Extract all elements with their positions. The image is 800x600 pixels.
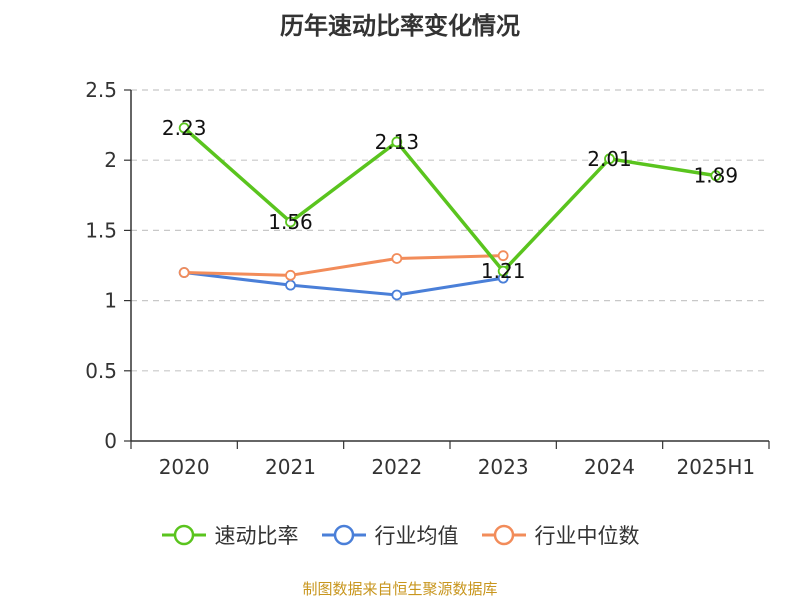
data-point	[604, 153, 615, 165]
series-line	[183, 126, 717, 273]
data-point	[710, 170, 722, 182]
chart-title: 历年速动比率变化情况	[280, 12, 520, 40]
legend-label-quick-ratio: 速动比率	[214, 524, 299, 548]
x-tick-label: 2024	[584, 455, 635, 479]
data-label: 2.01	[587, 147, 632, 171]
legend: 速动比率 行业均值 行业中位数	[0, 520, 800, 550]
data-label: 1.56	[268, 210, 313, 234]
source-note: 制图数据来自恒生聚源数据库	[302, 580, 498, 598]
legend-item-quick-ratio[interactable]: 速动比率	[161, 520, 299, 550]
axes: 0 0.5 1 1.5 2 2.5 2020 2021 2022 2023 2024 2025H1	[85, 78, 770, 479]
y-tick-label: 0	[104, 429, 117, 453]
data-point	[178, 122, 190, 134]
legend-swatch-marker	[173, 524, 194, 546]
x-tick-label: 2020	[159, 455, 210, 479]
legend-swatch-marker	[333, 524, 354, 546]
data-label: 2.23	[162, 116, 207, 140]
data-point	[285, 269, 296, 281]
series-line	[184, 254, 504, 277]
series	[178, 122, 722, 301]
legend-swatch-industry-median	[481, 524, 526, 546]
data-point	[285, 279, 296, 291]
data-label: 1.89	[694, 164, 739, 188]
data-label: 1.21	[481, 259, 526, 283]
x-tick-label: 2022	[371, 455, 422, 479]
legend-swatch-quick-ratio	[161, 524, 206, 546]
x-tick-label: 2023	[478, 455, 529, 479]
data-point	[391, 289, 403, 301]
data-labels: 2.23 1.56 2.13 1.21 2.01 1.89	[162, 116, 738, 283]
data-point	[497, 265, 509, 277]
x-tick-label: 2021	[265, 455, 316, 479]
data-label: 2.13	[375, 130, 420, 154]
y-tick-label: 2.5	[85, 78, 117, 102]
x-tick-label: 2025H1	[676, 455, 755, 479]
data-point	[391, 253, 403, 264]
data-point	[391, 136, 403, 148]
data-point	[285, 216, 296, 228]
y-tick-label: 1.5	[85, 218, 117, 242]
legend-swatch-industry-mean	[321, 524, 366, 546]
data-point	[497, 250, 509, 262]
data-point	[178, 267, 190, 278]
legend-label-industry-median: 行业中位数	[534, 524, 640, 548]
grid-lines	[131, 89, 769, 372]
legend-item-industry-mean[interactable]: 行业均值	[321, 520, 459, 550]
y-tick-label: 1	[104, 289, 117, 313]
y-tick-label: 2	[104, 148, 117, 172]
legend-item-industry-median[interactable]: 行业中位数	[481, 520, 640, 550]
series-line	[183, 271, 504, 297]
legend-swatch-marker	[493, 524, 514, 546]
y-tick-label: 0.5	[85, 359, 117, 383]
legend-label-industry-mean: 行业均值	[374, 524, 459, 548]
